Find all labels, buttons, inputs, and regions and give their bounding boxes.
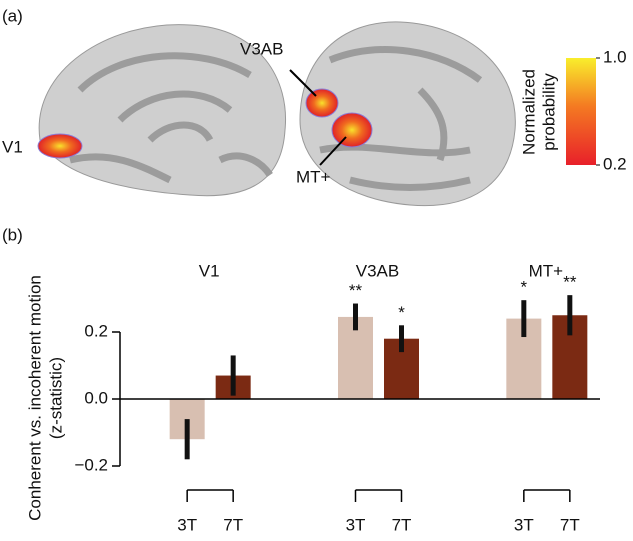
brain-images (37, 21, 516, 207)
series-label: 3T (346, 515, 366, 534)
series-label: 3T (177, 515, 197, 534)
significance: * (398, 303, 405, 322)
series-label: 7T (560, 515, 580, 534)
category-label: V1 (199, 261, 220, 280)
v3ab-blob (305, 88, 339, 118)
category-label: MT+ (529, 261, 564, 280)
y-axis-label: Conherent vs. incoherent motion (25, 275, 44, 521)
sulci (69, 52, 273, 184)
y-tick-label: 0.2 (84, 321, 108, 340)
colorbar-tick-label: 1.0 (603, 47, 627, 66)
bar (338, 316, 373, 399)
significance: * (521, 278, 528, 297)
series-label: 3T (514, 515, 534, 534)
region-label: V1 (2, 137, 23, 156)
left-brain (38, 24, 287, 197)
significance: ** (563, 273, 577, 292)
colorbar-tick-label: 0.2 (603, 154, 627, 173)
panel-label: (a) (2, 6, 23, 25)
region-label: MT+ (296, 167, 331, 186)
y-tick-label: −0.2 (74, 455, 108, 474)
colorbar (566, 58, 596, 165)
y-axis-label: (z-statistic) (46, 357, 65, 439)
category-label: V3AB (356, 261, 399, 280)
series-label: 7T (392, 515, 412, 534)
colorbar-title: probability (539, 73, 558, 151)
region-label: V3AB (240, 39, 283, 58)
arrow (289, 69, 317, 97)
colorbar-title: Normalized (519, 69, 538, 155)
panel-label: (b) (2, 225, 23, 244)
arrow (319, 136, 347, 166)
series-label: 7T (223, 515, 243, 534)
v1-blob (37, 133, 83, 159)
significance: ** (349, 281, 363, 300)
y-tick-label: 0.0 (84, 388, 108, 407)
mt-blob (331, 112, 373, 148)
